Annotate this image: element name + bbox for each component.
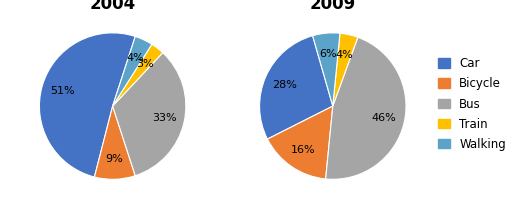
Wedge shape [113,53,186,176]
Wedge shape [313,33,340,106]
Wedge shape [113,44,163,106]
Wedge shape [260,36,333,139]
Wedge shape [333,33,358,106]
Wedge shape [94,106,135,179]
Title: 2004: 2004 [90,0,136,13]
Text: 33%: 33% [152,113,177,123]
Text: 28%: 28% [272,80,297,90]
Title: 2009: 2009 [310,0,356,13]
Text: 46%: 46% [372,113,397,123]
Text: 3%: 3% [136,59,154,69]
Text: 6%: 6% [319,49,337,59]
Text: 4%: 4% [126,53,144,63]
Wedge shape [39,33,135,177]
Text: 16%: 16% [291,145,315,155]
Wedge shape [267,106,333,179]
Text: 4%: 4% [335,50,353,60]
Legend: Car, Bicycle, Bus, Train, Walking: Car, Bicycle, Bus, Train, Walking [438,57,506,151]
Wedge shape [113,36,152,106]
Text: 9%: 9% [105,154,123,164]
Text: 51%: 51% [50,86,74,96]
Wedge shape [326,37,406,179]
